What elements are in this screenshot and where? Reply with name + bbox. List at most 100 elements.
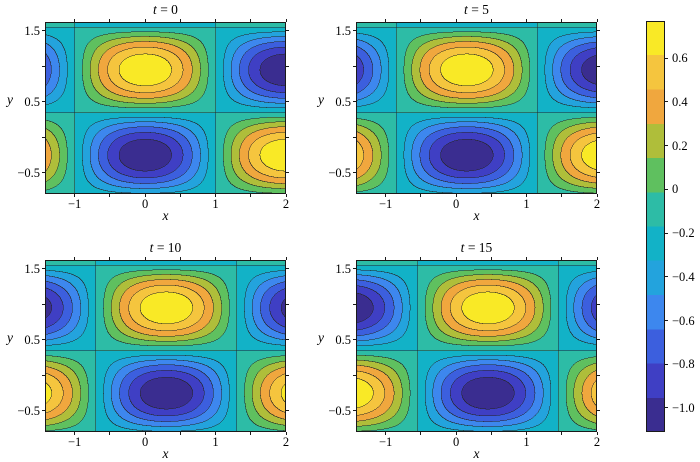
x-tick xyxy=(596,194,598,197)
x-tick xyxy=(109,432,111,435)
x-axis-label: x xyxy=(473,208,480,223)
y-tick xyxy=(353,30,356,32)
title-variable: t xyxy=(460,240,465,255)
y-tick-label: −0.5 xyxy=(328,403,351,418)
x-tick xyxy=(420,19,422,22)
x-tick-label: 1 xyxy=(523,197,530,211)
x-tick xyxy=(420,257,422,260)
y-tick-label: 1.5 xyxy=(24,261,40,276)
x-tick xyxy=(385,194,387,197)
contour-canvas-t15 xyxy=(356,260,597,432)
x-tick-label: 0 xyxy=(141,197,149,211)
y-tick-label: 0.5 xyxy=(335,332,351,347)
x-tick xyxy=(385,432,387,435)
y-tick xyxy=(42,30,45,32)
x-tick xyxy=(250,19,252,22)
y-axis-label: y xyxy=(7,92,13,107)
colorbar-tick-label: −0.4 xyxy=(672,269,695,284)
colorbar-tick xyxy=(665,57,668,59)
x-tick xyxy=(74,257,76,260)
x-tick xyxy=(144,19,146,22)
y-tick-label: 1.5 xyxy=(24,23,40,38)
x-tick xyxy=(179,432,181,435)
colorbar-tick xyxy=(665,276,668,278)
y-tick xyxy=(353,303,356,305)
x-tick xyxy=(250,257,252,260)
colorbar-tick xyxy=(665,145,668,147)
x-tick xyxy=(74,19,76,22)
y-tick xyxy=(42,374,45,376)
x-tick-label: 2 xyxy=(282,197,290,211)
x-tick xyxy=(285,257,287,260)
y-tick xyxy=(353,374,356,376)
x-tick-label: −1 xyxy=(67,197,82,211)
x-axis-label: x xyxy=(162,208,169,223)
y-axis-label: y xyxy=(318,330,324,345)
subplot-t5: t = 5 y x −1 0 1 2 1.5 0.5 −0.5 xyxy=(318,2,600,223)
x-tick xyxy=(420,194,422,197)
y-tick-label: −0.5 xyxy=(17,165,40,180)
subplot-title: t = 0 xyxy=(45,2,286,17)
y-tick-label: −0.5 xyxy=(328,165,351,180)
y-axis-label: y xyxy=(7,330,13,345)
x-tick xyxy=(74,432,76,435)
y-tick xyxy=(42,136,45,138)
x-tick xyxy=(179,194,181,197)
title-variable: t xyxy=(149,240,154,255)
x-tick xyxy=(74,194,76,197)
y-tick xyxy=(42,172,45,174)
y-tick xyxy=(42,101,45,103)
y-tick xyxy=(42,410,45,412)
subplot-title: t = 15 xyxy=(356,240,597,255)
x-axis-label: x xyxy=(473,446,480,461)
x-tick xyxy=(215,194,217,197)
x-tick-label: 1 xyxy=(523,435,530,449)
subplot-title: t = 5 xyxy=(356,2,597,17)
colorbar-tick-label: −0.6 xyxy=(672,313,695,328)
y-tick xyxy=(597,374,600,376)
colorbar-tick xyxy=(665,320,668,321)
x-tick xyxy=(526,257,528,260)
y-tick xyxy=(286,136,289,138)
x-tick-label: 1 xyxy=(212,435,219,449)
colorbar-tick xyxy=(665,407,668,409)
x-tick xyxy=(455,257,457,260)
x-tick xyxy=(455,432,457,435)
x-tick xyxy=(285,19,287,22)
colorbar-tick xyxy=(665,363,668,365)
subplot-t10: t = 10 y x −1 0 1 2 1.5 0.5 −0.5 xyxy=(7,240,289,461)
title-variable: t xyxy=(464,2,468,17)
x-tick xyxy=(144,257,146,260)
x-tick xyxy=(526,432,528,435)
y-tick-label: 1.5 xyxy=(335,261,351,276)
x-tick-label: 2 xyxy=(282,435,290,449)
x-tick-label: 0 xyxy=(452,197,460,211)
y-tick xyxy=(597,30,600,32)
colorbar-tick-label: −0.2 xyxy=(672,226,695,241)
subplot-title: t = 10 xyxy=(45,240,286,255)
subplot-t15: t = 15 y x −1 0 1 2 1.5 0.5 −0.5 xyxy=(318,240,600,461)
x-tick xyxy=(109,194,111,197)
y-tick-label: 0.5 xyxy=(24,94,40,109)
colorbar-tick-label: −1.0 xyxy=(672,400,695,415)
x-tick-label: 2 xyxy=(593,435,601,449)
x-tick xyxy=(596,257,598,260)
colorbar-tick-label: 0.6 xyxy=(672,51,688,66)
y-tick xyxy=(286,30,289,32)
y-tick xyxy=(353,410,356,412)
title-value: = 10 xyxy=(153,240,182,255)
x-tick-label: −1 xyxy=(67,435,82,449)
y-tick-label: −0.5 xyxy=(17,403,40,418)
x-tick xyxy=(490,432,492,435)
y-tick xyxy=(353,339,356,341)
x-tick xyxy=(250,432,252,435)
title-value: = 5 xyxy=(467,2,489,17)
x-tick xyxy=(561,19,563,22)
contour-canvas-t10 xyxy=(45,260,286,432)
y-tick xyxy=(353,136,356,138)
contour-canvas-t0 xyxy=(45,22,286,194)
x-tick xyxy=(385,257,387,260)
colorbar-tick xyxy=(665,232,668,234)
colorbar-tick xyxy=(665,101,668,103)
y-tick xyxy=(286,268,289,270)
